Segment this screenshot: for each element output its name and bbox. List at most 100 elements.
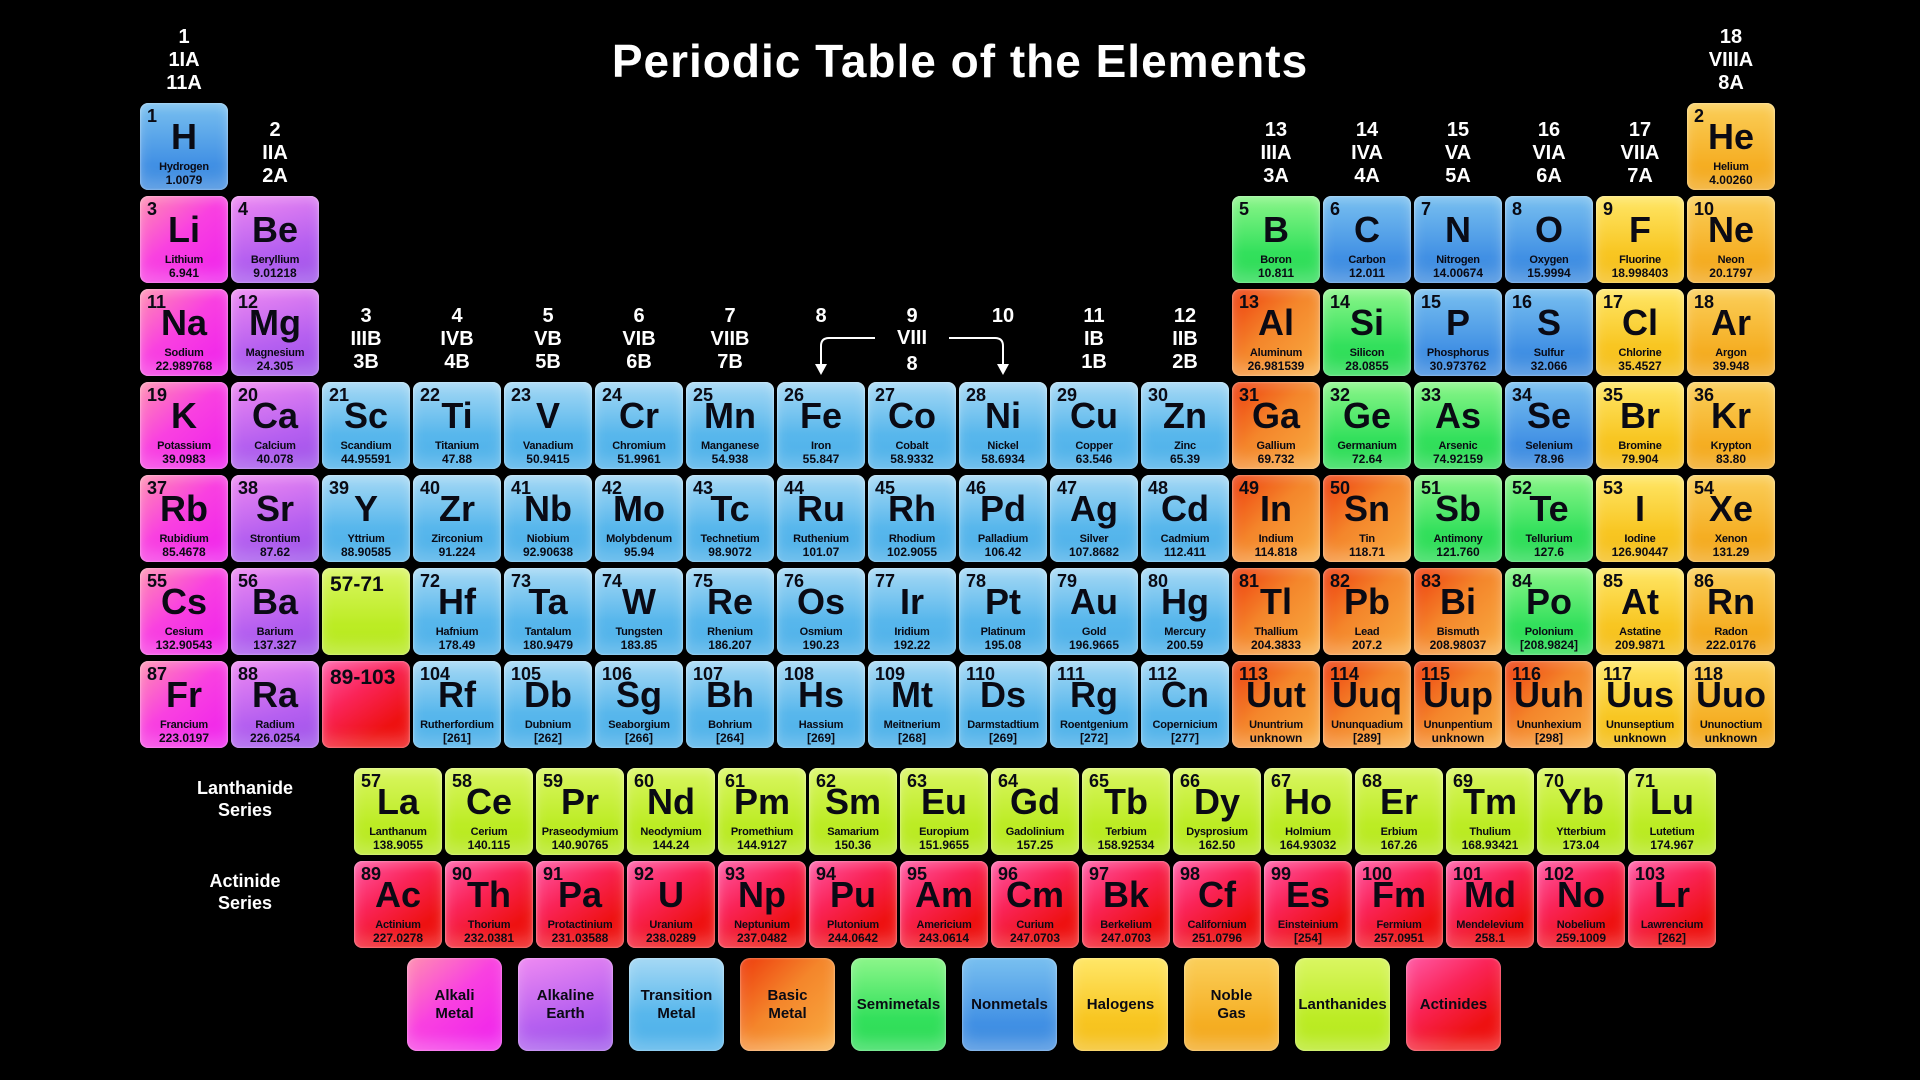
- element-symbol: Er: [1379, 781, 1419, 822]
- element-name: Selenium: [1525, 440, 1573, 452]
- legend-item-label: Nonmetals: [971, 996, 1048, 1014]
- atomic-number: 95: [907, 864, 928, 884]
- range-label: 57-71: [330, 573, 384, 596]
- element-symbol: Kr: [1710, 395, 1751, 436]
- atomic-number: 47: [1057, 478, 1078, 498]
- atomic-number: 64: [998, 771, 1019, 791]
- element-symbol: Hf: [438, 581, 476, 622]
- element-name: Zirconium: [431, 533, 483, 545]
- element-cell-bk: 97 Bk Berkelium 247.0703: [1082, 861, 1170, 948]
- atomic-mass: 232.0381: [463, 931, 515, 945]
- element-symbol: Tm: [1463, 781, 1517, 822]
- element-cell-ca: 20 Ca Calcium 40.078: [231, 382, 319, 469]
- element-name: Ruthenium: [793, 533, 849, 545]
- atomic-number: 82: [1330, 571, 1351, 591]
- atomic-mass: 114.818: [1254, 545, 1298, 559]
- element-cell-db: 105 Db Dubnium [262]: [504, 661, 592, 748]
- atomic-number: 94: [816, 864, 837, 884]
- atomic-mass: 257.0951: [1373, 931, 1425, 945]
- element-symbol: Rb: [160, 488, 208, 529]
- element-name: Mercury: [1164, 626, 1206, 638]
- group-header-line: VIA: [1532, 142, 1566, 164]
- atomic-number: 51: [1421, 478, 1442, 498]
- element-cell-sm: 62 Sm Samarium 150.36: [809, 768, 897, 855]
- element-cell-bi: 83 Bi Bismuth 208.98037: [1414, 568, 1502, 655]
- element-name: Promethium: [730, 826, 794, 838]
- atomic-number: 99: [1271, 864, 1292, 884]
- element-name: Astatine: [1619, 626, 1661, 638]
- element-name: Sodium: [164, 347, 204, 359]
- element-cell-al: 13 Al Aluminum 26.981539: [1232, 289, 1320, 376]
- atomic-number: 14: [1330, 292, 1351, 312]
- element-name: Copernicium: [1152, 719, 1218, 731]
- element-cell-cs: 55 Cs Cesium 132.90543: [140, 568, 228, 655]
- atomic-mass: [262]: [533, 731, 562, 745]
- atomic-number: 110: [966, 664, 996, 684]
- element-cell-er: 68 Er Erbium 167.26: [1355, 768, 1443, 855]
- legend-item-label: Alkaline Earth: [537, 987, 595, 1023]
- element-symbol: Ge: [1342, 395, 1392, 436]
- atomic-mass: 28.0855: [1345, 359, 1389, 373]
- element-cell-rb: 37 Rb Rubidium 85.4678: [140, 475, 228, 562]
- group-header-11: 11 IB 1B: [1050, 305, 1138, 374]
- atomic-number: 81: [1239, 571, 1260, 591]
- atomic-number: 46: [966, 478, 987, 498]
- atomic-mass: 91.224: [438, 545, 476, 559]
- element-name: Tungsten: [615, 626, 663, 638]
- atomic-mass: [269]: [988, 731, 1017, 745]
- element-symbol: Pb: [1343, 581, 1390, 622]
- element-name: Silver: [1079, 533, 1109, 545]
- atomic-number: 4: [238, 199, 249, 219]
- element-symbol: Tc: [710, 488, 750, 529]
- element-symbol: P: [1445, 302, 1470, 343]
- atomic-number: 53: [1603, 478, 1624, 498]
- atomic-number: 25: [693, 385, 714, 405]
- element-name: Cobalt: [895, 440, 929, 452]
- atomic-number: 106: [602, 664, 633, 684]
- element-cell-uuh: 116 Uuh Ununhexium [298]: [1505, 661, 1593, 748]
- element-name: Osmium: [799, 626, 843, 638]
- element-symbol: Es: [1285, 874, 1331, 915]
- element-symbol: Ni: [985, 395, 1021, 436]
- element-symbol: V: [535, 395, 560, 436]
- atomic-mass: 32.066: [1530, 359, 1568, 373]
- element-name: Dubnium: [524, 719, 572, 731]
- element-cell-am: 95 Am Americium 243.0614: [900, 861, 988, 948]
- element-symbol: No: [1557, 874, 1605, 915]
- atomic-number: 90: [452, 864, 473, 884]
- atomic-mass: 204.3833: [1250, 638, 1302, 652]
- element-cell-nd: 60 Nd Neodymium 144.24: [627, 768, 715, 855]
- atomic-mass: [254]: [1293, 931, 1322, 945]
- group-header-9: 9: [868, 305, 956, 328]
- group-header-17: 17 VIIA 7A: [1596, 119, 1684, 188]
- atomic-mass: 247.0703: [1009, 931, 1061, 945]
- atomic-mass: 40.078: [256, 452, 294, 466]
- element-cell-pa: 91 Pa Protactinium 231.03588: [536, 861, 624, 948]
- element-name: Darmstadtium: [967, 719, 1039, 731]
- atomic-mass: 207.2: [1351, 638, 1383, 652]
- atomic-number: 3: [147, 199, 158, 219]
- element-cell-li: 3 Li Lithium 6.941: [140, 196, 228, 283]
- element-cell-br: 35 Br Bromine 79.904: [1596, 382, 1684, 469]
- group-header-8: 8: [777, 305, 865, 328]
- element-symbol: Lu: [1650, 781, 1694, 822]
- element-name: Samarium: [827, 826, 879, 838]
- atomic-mass: 65.39: [1169, 452, 1201, 466]
- element-cell-pb: 82 Pb Lead 207.2: [1323, 568, 1411, 655]
- element-cell-rg: 111 Rg Roentgenium [272]: [1050, 661, 1138, 748]
- atomic-number: 72: [420, 571, 441, 591]
- legend-item-line: Alkaline: [536, 986, 595, 1004]
- element-name: Ununpentium: [1423, 719, 1493, 731]
- element-name: Radium: [255, 719, 295, 731]
- atomic-mass: 226.0254: [249, 731, 301, 745]
- element-symbol: Bk: [1102, 874, 1150, 915]
- atomic-number: 116: [1512, 664, 1542, 684]
- group-header-line: 11: [1083, 305, 1105, 327]
- element-symbol: K: [171, 395, 197, 436]
- element-cell-n: 7 N Nitrogen 14.00674: [1414, 196, 1502, 283]
- group-header-line: 11A: [166, 72, 202, 94]
- atomic-number: 10: [1694, 199, 1715, 219]
- group-header-line: VB: [534, 328, 562, 350]
- atomic-mass: [272]: [1079, 731, 1108, 745]
- group-header-line: VIIB: [710, 328, 750, 350]
